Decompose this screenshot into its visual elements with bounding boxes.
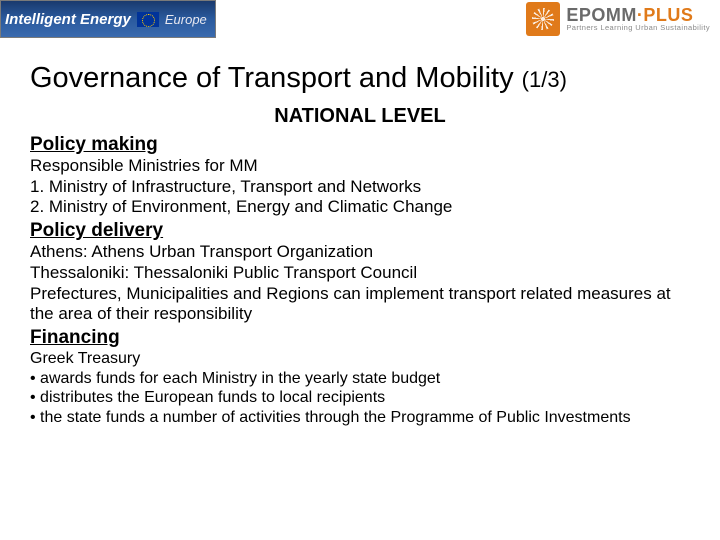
section-heading-financing: Financing <box>30 327 690 349</box>
policy-making-line: 1. Ministry of Infrastructure, Transport… <box>30 177 690 198</box>
epomm-title-main: EPOMM <box>566 5 637 25</box>
ie-region-label: Europe <box>165 12 207 27</box>
financing-line: • awards funds for each Ministry in the … <box>30 369 690 389</box>
policy-making-line: 2. Ministry of Environment, Energy and C… <box>30 197 690 218</box>
epomm-title-plus: ·PLUS <box>637 5 694 25</box>
policy-delivery-line: Thessaloniki: Thessaloniki Public Transp… <box>30 263 690 284</box>
slide-title: Governance of Transport and Mobility (1/… <box>30 62 690 95</box>
section-heading-policy-making: Policy making <box>30 134 690 156</box>
epomm-text: EPOMM·PLUS Partners Learning Urban Susta… <box>566 6 710 32</box>
epomm-flower-icon <box>526 2 560 36</box>
policy-making-line: Responsible Ministries for MM <box>30 156 690 177</box>
epomm-title: EPOMM·PLUS <box>566 6 710 24</box>
policy-delivery-line: Prefectures, Municipalities and Regions … <box>30 284 690 325</box>
slide-counter: (1/3) <box>522 67 567 92</box>
section-heading-policy-delivery: Policy delivery <box>30 220 690 242</box>
epomm-tagline: Partners Learning Urban Sustainability <box>566 24 710 32</box>
eu-flag-icon <box>137 12 159 27</box>
slide-content: Governance of Transport and Mobility (1/… <box>0 44 720 427</box>
financing-line: Greek Treasury <box>30 349 690 369</box>
ie-logo-text: Intelligent Energy <box>5 11 131 28</box>
financing-line: • distributes the European funds to loca… <box>30 388 690 408</box>
intelligent-energy-logo: Intelligent Energy Europe <box>0 0 216 38</box>
slide-subtitle: NATIONAL LEVEL <box>30 105 690 128</box>
financing-line: • the state funds a number of activities… <box>30 408 690 428</box>
slide-title-main: Governance of Transport and Mobility <box>30 62 514 94</box>
header-bar: Intelligent Energy Europe EPOMM·PLUS Par… <box>0 0 720 44</box>
epomm-logo: EPOMM·PLUS Partners Learning Urban Susta… <box>526 0 720 36</box>
policy-delivery-line: Athens: Athens Urban Transport Organizat… <box>30 242 690 263</box>
